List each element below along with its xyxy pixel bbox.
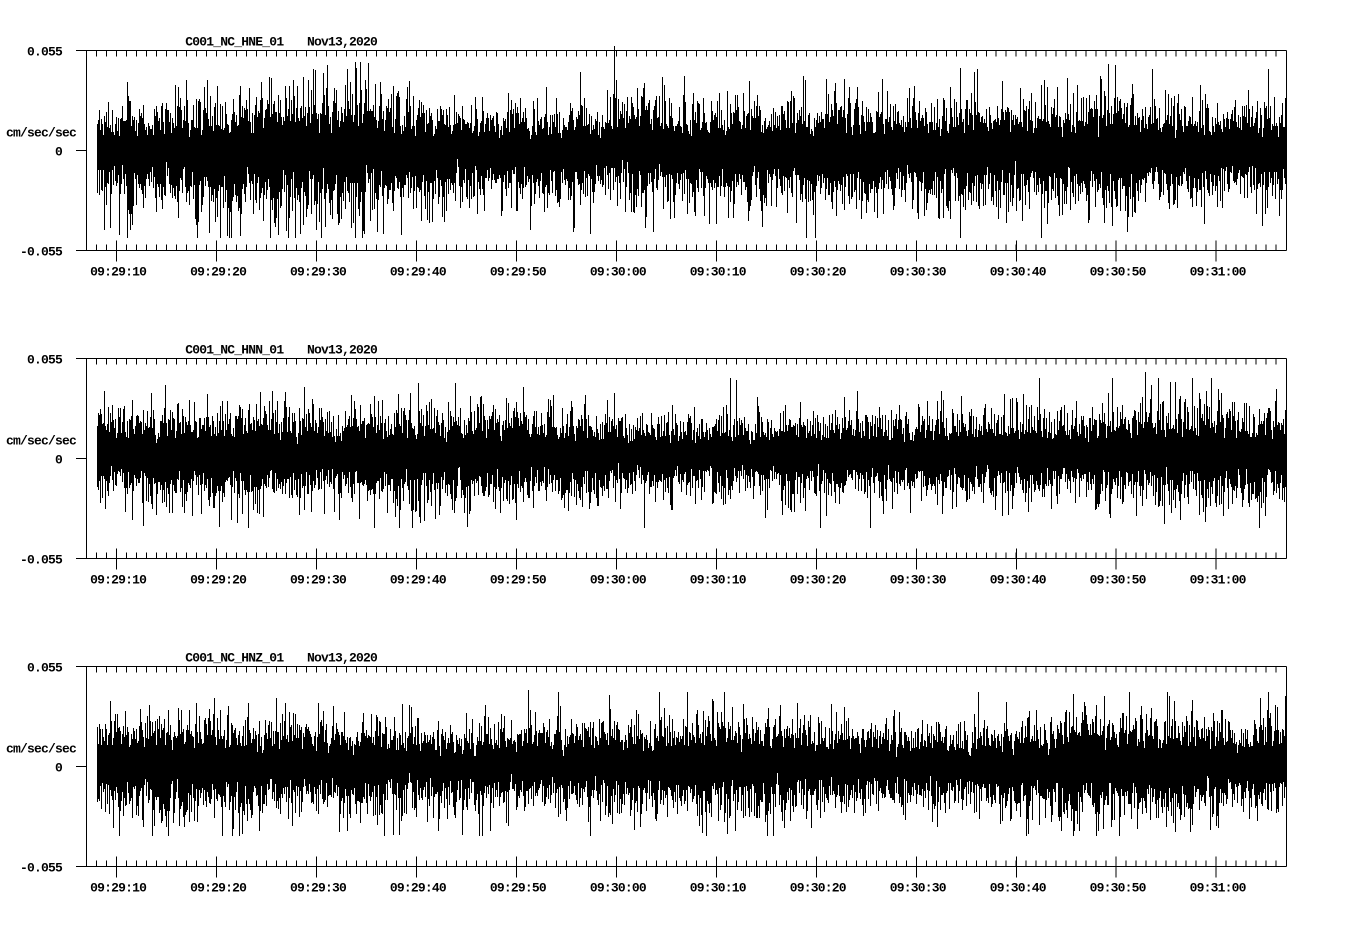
svg-text:09:30:10: 09:30:10 bbox=[690, 265, 747, 280]
svg-text:-0.055: -0.055 bbox=[20, 861, 63, 876]
svg-text:0.055: 0.055 bbox=[27, 353, 63, 368]
svg-text:09:30:50: 09:30:50 bbox=[1090, 881, 1147, 896]
svg-text:C001_NC_HNE_01: C001_NC_HNE_01 bbox=[185, 35, 284, 50]
svg-text:09:29:10: 09:29:10 bbox=[90, 573, 147, 588]
svg-text:09:29:20: 09:29:20 bbox=[190, 573, 247, 588]
svg-text:09:30:40: 09:30:40 bbox=[990, 265, 1047, 280]
svg-text:09:30:10: 09:30:10 bbox=[690, 881, 747, 896]
svg-text:09:29:40: 09:29:40 bbox=[390, 881, 447, 896]
svg-text:09:29:50: 09:29:50 bbox=[490, 881, 547, 896]
svg-text:09:29:50: 09:29:50 bbox=[490, 573, 547, 588]
svg-text:09:31:00: 09:31:00 bbox=[1190, 881, 1247, 896]
svg-text:C001_NC_HNN_01: C001_NC_HNN_01 bbox=[185, 343, 284, 358]
svg-text:-0.055: -0.055 bbox=[20, 553, 63, 568]
svg-text:09:29:40: 09:29:40 bbox=[390, 265, 447, 280]
svg-text:09:29:40: 09:29:40 bbox=[390, 573, 447, 588]
svg-text:09:30:00: 09:30:00 bbox=[590, 573, 647, 588]
svg-text:0: 0 bbox=[55, 145, 63, 160]
svg-text:09:30:20: 09:30:20 bbox=[790, 573, 847, 588]
svg-text:cm/sec/sec: cm/sec/sec bbox=[6, 742, 77, 757]
svg-text:Nov13,2020: Nov13,2020 bbox=[307, 35, 378, 50]
svg-text:09:29:50: 09:29:50 bbox=[490, 265, 547, 280]
svg-text:cm/sec/sec: cm/sec/sec bbox=[6, 126, 77, 141]
svg-text:09:29:30: 09:29:30 bbox=[290, 881, 347, 896]
svg-text:09:30:30: 09:30:30 bbox=[890, 573, 947, 588]
svg-text:0: 0 bbox=[55, 761, 63, 776]
svg-text:09:31:00: 09:31:00 bbox=[1190, 265, 1247, 280]
svg-text:09:30:30: 09:30:30 bbox=[890, 265, 947, 280]
svg-text:Nov13,2020: Nov13,2020 bbox=[307, 651, 378, 666]
svg-text:0.055: 0.055 bbox=[27, 45, 63, 60]
svg-text:09:30:20: 09:30:20 bbox=[790, 265, 847, 280]
svg-text:09:29:20: 09:29:20 bbox=[190, 265, 247, 280]
svg-text:09:29:20: 09:29:20 bbox=[190, 881, 247, 896]
svg-text:C001_NC_HNZ_01: C001_NC_HNZ_01 bbox=[185, 651, 284, 666]
svg-text:09:30:50: 09:30:50 bbox=[1090, 573, 1147, 588]
svg-text:0.055: 0.055 bbox=[27, 661, 63, 676]
svg-text:09:30:00: 09:30:00 bbox=[590, 265, 647, 280]
svg-text:09:29:30: 09:29:30 bbox=[290, 573, 347, 588]
svg-text:09:30:10: 09:30:10 bbox=[690, 573, 747, 588]
svg-text:0: 0 bbox=[55, 453, 63, 468]
svg-text:09:30:30: 09:30:30 bbox=[890, 881, 947, 896]
svg-text:-0.055: -0.055 bbox=[20, 245, 63, 260]
svg-text:cm/sec/sec: cm/sec/sec bbox=[6, 434, 77, 449]
svg-text:09:29:10: 09:29:10 bbox=[90, 265, 147, 280]
svg-text:09:29:30: 09:29:30 bbox=[290, 265, 347, 280]
svg-text:09:30:20: 09:30:20 bbox=[790, 881, 847, 896]
svg-text:Nov13,2020: Nov13,2020 bbox=[307, 343, 378, 358]
svg-text:09:31:00: 09:31:00 bbox=[1190, 573, 1247, 588]
svg-text:09:30:00: 09:30:00 bbox=[590, 881, 647, 896]
svg-text:09:29:10: 09:29:10 bbox=[90, 881, 147, 896]
svg-text:09:30:50: 09:30:50 bbox=[1090, 265, 1147, 280]
svg-text:09:30:40: 09:30:40 bbox=[990, 573, 1047, 588]
svg-text:09:30:40: 09:30:40 bbox=[990, 881, 1047, 896]
